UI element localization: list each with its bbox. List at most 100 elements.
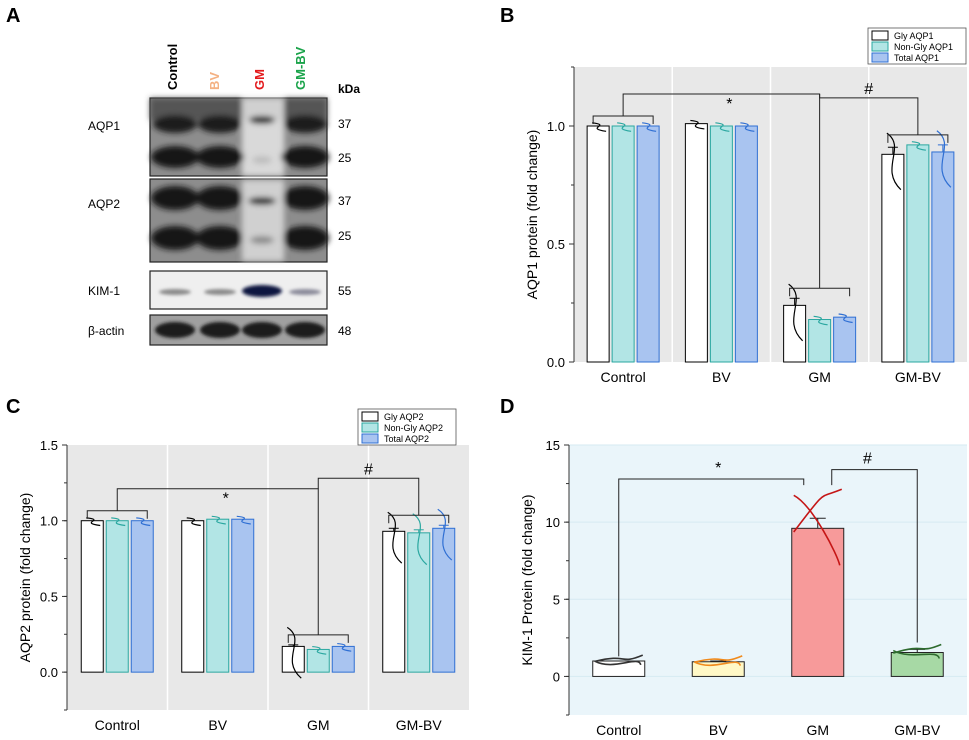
- panel-b-aqp1-chart: B 0.0 0.5 1.0 AQP1 protein (fold change) Cont…: [500, 5, 967, 385]
- panel-d-letter: D: [500, 396, 514, 418]
- panel-d-distribution-curve: [793, 488, 843, 566]
- blot-label-aqp2: AQP2: [88, 197, 120, 211]
- lane-label-gm: GM: [252, 69, 267, 90]
- panel-d-kim1-chart: D 0 5 10 15 KIM-1 Protein (fold change) Contro…: [500, 396, 967, 738]
- panel-d-bracket-star: [618, 478, 805, 657]
- panel-b-category-label: GM-BV: [895, 369, 942, 385]
- panel-d-annotation-star: *: [715, 460, 721, 477]
- panel-c-bracket-star: [116, 488, 319, 635]
- panel-c-bar: [306, 648, 330, 673]
- panel-c-distribution-curve: [337, 642, 352, 652]
- panel-c-distribution-curve: [86, 517, 101, 527]
- panel-c-ytick-label: 0.0: [40, 665, 58, 680]
- panel-c-bar: [80, 520, 104, 673]
- panel-c-ytick-label: 1.0: [40, 514, 58, 529]
- panel-c-distribution-curve: [211, 515, 226, 525]
- blot-label-aqp1: AQP1: [88, 119, 120, 133]
- panel-d-category-label: BV: [709, 722, 728, 738]
- panel-d-bar: [791, 527, 845, 677]
- panel-d-distribution-curve: [892, 643, 942, 659]
- panel-c-legend-swatch: [361, 433, 379, 444]
- blot-beta-actin: β-actin 48: [88, 314, 352, 346]
- lane-label-gm-bv: GM-BV: [293, 46, 308, 90]
- panel-b-bar: [881, 153, 905, 363]
- panel-c-bar: [130, 520, 154, 673]
- panel-c-category-label: Control: [95, 717, 140, 733]
- panel-c-bar: [206, 518, 230, 673]
- blot-label-beta-actin: β-actin: [88, 324, 124, 338]
- panel-c-bar: [231, 518, 255, 673]
- panel-c-legend-label: Non-Gly AQP2: [384, 423, 443, 433]
- panel-b-legend-swatch: [871, 52, 889, 63]
- panel-b-bracket-star: [622, 93, 821, 289]
- panel-d-category-label: GM-BV: [894, 722, 941, 738]
- panel-b-annotation-hash: #: [864, 81, 873, 98]
- panel-c-group-bracket: [287, 634, 349, 643]
- panel-b-bar: [906, 144, 930, 363]
- panel-d-ytick-label: 5: [553, 592, 560, 607]
- panel-d-ylabel: KIM-1 Protein (fold change): [519, 494, 535, 665]
- panel-c-category-label: GM-BV: [396, 717, 443, 733]
- blot-label-kim1: KIM-1: [88, 284, 120, 298]
- panel-b-distribution-curve: [617, 122, 632, 132]
- panel-d-bar: [890, 652, 944, 677]
- panel-b-legend-label: Total AQP1: [894, 53, 939, 63]
- panel-c-ytick-label: 0.5: [40, 589, 58, 604]
- panel-c-legend-label: Gly AQP2: [384, 412, 424, 422]
- panel-b-distribution-curve: [886, 132, 902, 191]
- panel-b-bar: [611, 125, 635, 363]
- kda-aqp1-lower: 25: [338, 151, 352, 165]
- panel-c-ytick-label: 1.5: [40, 438, 58, 453]
- panel-b-distribution-curve: [911, 141, 926, 151]
- panel-b-distribution-curve: [838, 313, 853, 324]
- panel-c-distribution-curve: [312, 645, 327, 655]
- panel-b-annotation-star: *: [726, 96, 732, 113]
- panel-c-bar: [331, 645, 355, 673]
- panel-c-distribution-curve: [437, 508, 453, 561]
- blot-kim1: KIM-1 55: [88, 270, 352, 310]
- panel-b-category-label: Control: [601, 369, 646, 385]
- panel-c-bracket-hash: [317, 477, 420, 516]
- panel-b-distribution-curve: [592, 122, 607, 132]
- panel-b-ytick-label: 0.0: [547, 355, 565, 370]
- blot-aqp2: AQP2 37 25: [88, 178, 352, 263]
- panel-b-legend-label: Non-Gly AQP1: [894, 42, 953, 52]
- panel-c-aqp2-chart: C 0.0 0.5 1.0 1.5 AQP2 protein (fold change) C…: [6, 396, 469, 733]
- panel-b-ylabel: AQP1 protein (fold change): [524, 130, 540, 300]
- panel-b-distribution-curve: [690, 119, 705, 130]
- panel-b-bracket-hash: [819, 94, 919, 135]
- panel-b-distribution-curve: [813, 315, 828, 326]
- kda-aqp1-upper: 37: [338, 117, 352, 131]
- panel-c-distribution-curve: [387, 511, 403, 564]
- panel-d-ytick-label: 15: [546, 438, 560, 453]
- panel-d-distribution-curve: [594, 654, 644, 666]
- panel-c-bar: [105, 520, 129, 673]
- panel-c-annotation-star: *: [223, 491, 229, 508]
- panel-c-distribution-curve: [236, 515, 251, 525]
- panel-b-category-label: GM: [808, 369, 831, 385]
- panel-c-legend-swatch: [361, 411, 379, 422]
- panel-b-bar: [586, 125, 610, 363]
- panel-b-bar: [808, 319, 832, 363]
- panel-c-category-label: GM: [307, 717, 330, 733]
- panel-d-category-label: Control: [596, 722, 641, 738]
- panel-d-annotation-hash: #: [863, 451, 872, 468]
- panel-b-distribution-curve: [740, 122, 755, 132]
- panel-c-distribution-curve: [111, 517, 126, 527]
- panel-b-legend-swatch: [871, 41, 889, 52]
- panel-c-letter: C: [6, 396, 20, 418]
- kda-aqp2-upper: 37: [338, 194, 352, 208]
- panel-c-category-label: BV: [208, 717, 227, 733]
- panel-c-distribution-curve: [186, 517, 201, 527]
- panel-a-letter: A: [6, 5, 20, 27]
- panel-b-distribution-curve: [642, 122, 657, 132]
- panel-b-distribution-curve: [715, 122, 730, 132]
- panel-d-distribution-curve: [693, 655, 743, 667]
- panel-b-ytick-label: 0.5: [547, 237, 565, 252]
- kda-beta-actin: 48: [338, 324, 352, 338]
- panel-d-bracket-hash: [831, 469, 918, 643]
- panel-d-ytick-label: 10: [546, 515, 560, 530]
- kda-header: kDa: [338, 82, 360, 96]
- panel-a-western-blot: A Control BV GM GM-BV kDa: [6, 5, 360, 346]
